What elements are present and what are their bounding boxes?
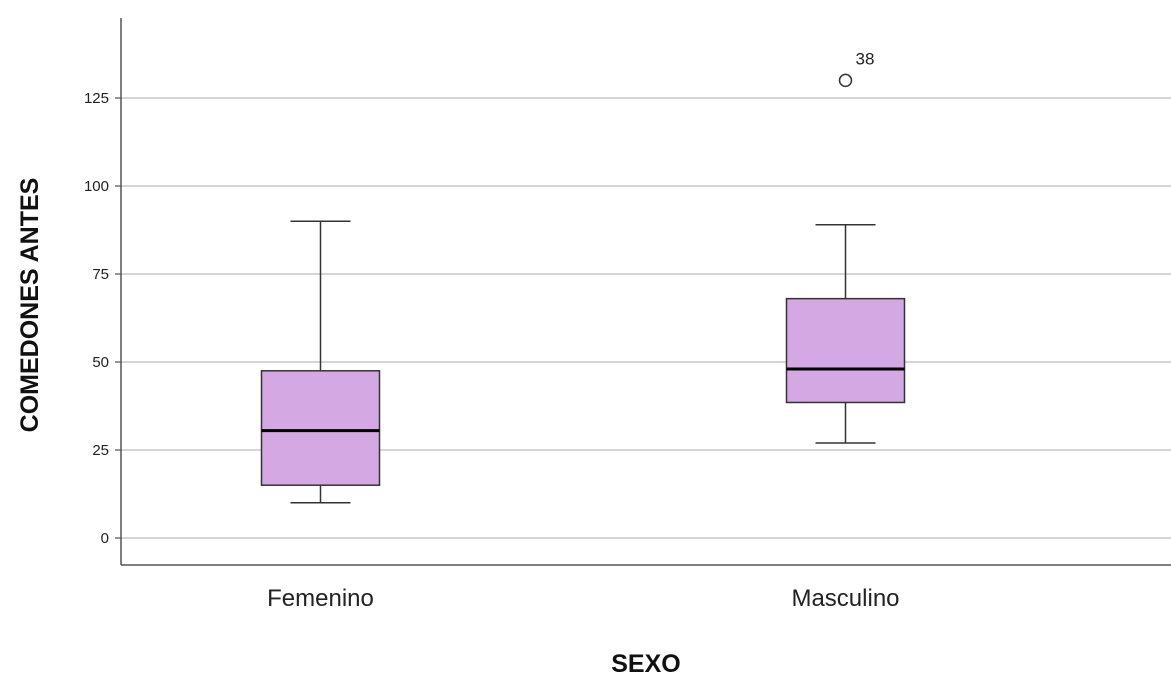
x-category-label: Femenino	[267, 585, 374, 612]
y-tick-label: 50	[92, 354, 109, 371]
iqr-box	[785, 297, 906, 404]
x-category-label: Masculino	[791, 585, 899, 612]
y-tick-label: 75	[92, 266, 109, 283]
outlier-label: 38	[856, 49, 875, 68]
y-axis-ticks: 0 25 50 75 100 125	[84, 90, 121, 547]
outlier-point	[838, 73, 853, 88]
y-tick-label: 100	[84, 178, 109, 195]
x-axis-title: SEXO	[611, 650, 680, 675]
box-masculino: 38	[785, 49, 906, 444]
y-tick-label: 25	[92, 442, 109, 459]
y-tick-label: 125	[84, 90, 109, 107]
iqr-box	[260, 370, 381, 486]
y-tick-label: 0	[101, 530, 109, 547]
x-axis-category-labels: Femenino Masculino	[267, 585, 899, 612]
y-axis-title: COMEDONES ANTES	[16, 178, 44, 433]
box-femenino	[260, 220, 381, 504]
boxes: 38	[260, 49, 906, 504]
